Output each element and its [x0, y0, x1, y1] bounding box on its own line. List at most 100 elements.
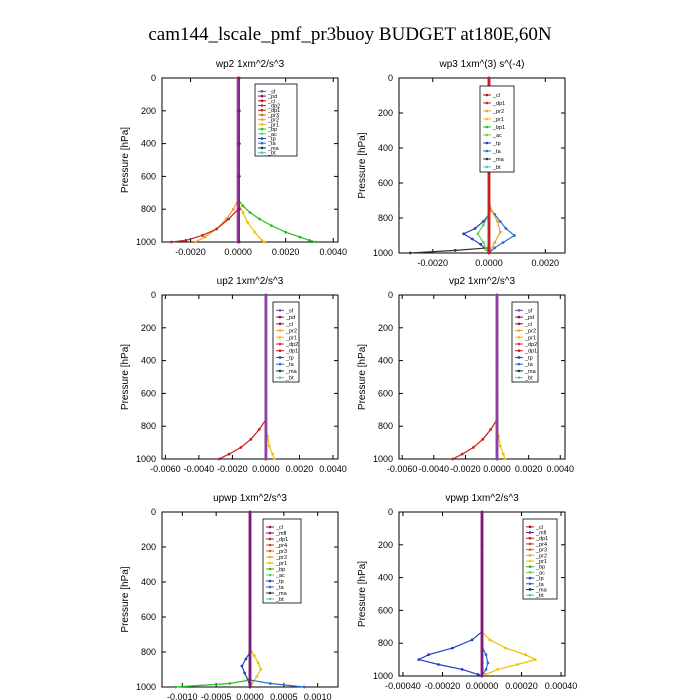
legend-label: _bt: [524, 376, 533, 382]
data-point-ta: [493, 246, 497, 250]
data-point-dp1: [487, 216, 491, 220]
legend-marker: [485, 101, 489, 105]
legend-label: _pr2: [275, 555, 287, 561]
data-point-dp1: [215, 227, 219, 231]
x-tick-label: 0.0040: [319, 247, 347, 257]
legend-label: _sf: [285, 308, 294, 314]
data-point-pd: [237, 175, 241, 178]
data-point-mfl: [248, 615, 252, 619]
legend-label: _bt: [267, 151, 276, 157]
data-point-tp: [470, 638, 474, 642]
legend-label: _mfl: [535, 531, 546, 537]
legend-label: _pr2: [492, 109, 504, 115]
legend-label: _ma: [535, 587, 548, 593]
legend-marker: [278, 315, 282, 319]
data-point-bp: [241, 204, 245, 208]
legend: _sf_pd_cl_pr2_pr1_dp2_dp1_tp_ta_ma_bt: [511, 301, 539, 383]
data-point-pr1: [503, 457, 507, 461]
legend-label: _tp: [524, 355, 533, 361]
data-point-tp: [243, 671, 247, 675]
legend-label: _tp: [492, 141, 501, 147]
legend-label: _bt: [535, 593, 544, 599]
data-point-dp1: [170, 240, 173, 244]
data-point-pr1: [504, 646, 508, 650]
legend-marker: [485, 157, 489, 161]
series-line-dp1: [218, 419, 267, 460]
legend-marker: [278, 356, 282, 359]
legend: _cl_mfl_dp1_pr4_pr3_pr2_pr1_bp_ac_tp_ta_…: [522, 518, 558, 600]
data-point-pr1: [267, 444, 271, 448]
legend-label: _pr4: [535, 542, 547, 548]
legend-marker: [517, 369, 521, 373]
legend-marker: [260, 146, 264, 150]
legend-label: _ma: [267, 146, 280, 152]
data-point-tp: [479, 242, 482, 246]
legend-label: _ta: [267, 141, 277, 147]
legend-marker: [528, 576, 532, 580]
legend-marker: [260, 137, 264, 140]
legend-label: _pr3: [275, 549, 287, 555]
series-line-ta: [249, 679, 305, 688]
legend-marker: [268, 567, 272, 571]
data-point-dp1: [249, 437, 253, 441]
x-tick-label: -0.00040: [385, 681, 421, 691]
y-axis-label: Pressure [hPa]: [357, 344, 368, 410]
legend-label: _pr1: [492, 117, 504, 123]
y-tick-label: 200: [378, 540, 393, 550]
y-tick-label: 600: [378, 388, 393, 398]
legend-label: _bp1: [492, 125, 505, 131]
data-point-ma: [408, 251, 412, 255]
data-point-pr1: [259, 668, 263, 671]
data-point-mfl: [248, 545, 252, 549]
data-point-pr2: [498, 230, 502, 234]
y-tick-label: 800: [378, 213, 393, 223]
data-point-dp1: [257, 428, 261, 431]
legend-marker: [528, 554, 532, 557]
legend-label: _bp: [267, 127, 277, 133]
data-point-dp1: [489, 428, 493, 431]
legend-marker: [268, 579, 272, 583]
panel-upwp: upwp 1xm^2/s^3 Pressure [hPa] 0 200 400 600 80…: [120, 493, 339, 700]
legend-marker: [485, 141, 489, 145]
legend-box: [479, 85, 515, 173]
y-tick-label: 400: [141, 139, 156, 149]
x-tick-label: 0.0020: [532, 258, 560, 268]
y-tick-label: 800: [378, 421, 393, 431]
y-tick-label: 400: [378, 143, 393, 153]
legend-label: _pr2: [267, 118, 279, 124]
legend-label: _bp: [535, 565, 545, 571]
x-tick-label: 0.0020: [286, 464, 314, 474]
legend-label: _ta: [524, 362, 534, 368]
data-point-mfl: [480, 609, 484, 612]
legend-marker: [268, 591, 272, 595]
legend-marker: [260, 127, 264, 131]
legend-label: _cl: [275, 525, 283, 531]
legend-marker: [278, 329, 282, 332]
data-point-mfl: [248, 580, 252, 584]
data-point-mfl: [480, 543, 484, 547]
legend-label: _dp1: [267, 108, 280, 114]
data-point-mfl: [248, 510, 252, 514]
data-point-pr1: [488, 638, 492, 642]
legend-marker: [517, 356, 521, 359]
legend-marker: [278, 322, 282, 326]
data-point-mfl: [248, 685, 252, 689]
y-tick-label: 0: [151, 73, 156, 83]
y-tick-label: 1000: [136, 454, 156, 464]
x-tick-label: -0.0020: [217, 464, 248, 474]
legend-marker: [485, 125, 489, 129]
panel-wp3: wp3 1xm^(3) s^(-4) Pressure [hPa] 0 200 400 6…: [357, 59, 566, 268]
x-tick-label: 0.0000: [483, 464, 511, 474]
data-point-ta: [484, 653, 488, 657]
y-tick-label: 1000: [373, 454, 393, 464]
data-point-ma: [453, 249, 457, 252]
legend-label: _pr1: [285, 335, 297, 341]
legend-label: _pr1: [267, 122, 279, 128]
x-tick-label: 0.0020: [272, 247, 300, 257]
panel-title: upwp 1xm^2/s^3: [213, 493, 287, 504]
data-point-dp1: [217, 457, 221, 461]
legend: _cl _dp1 _pr2 _pr1 _bp1 _ac _tp _ta _ma _bt: [479, 85, 515, 173]
data-point-pr1: [498, 444, 502, 448]
legend-label: _dp1: [492, 101, 505, 107]
legend-marker: [517, 349, 521, 353]
